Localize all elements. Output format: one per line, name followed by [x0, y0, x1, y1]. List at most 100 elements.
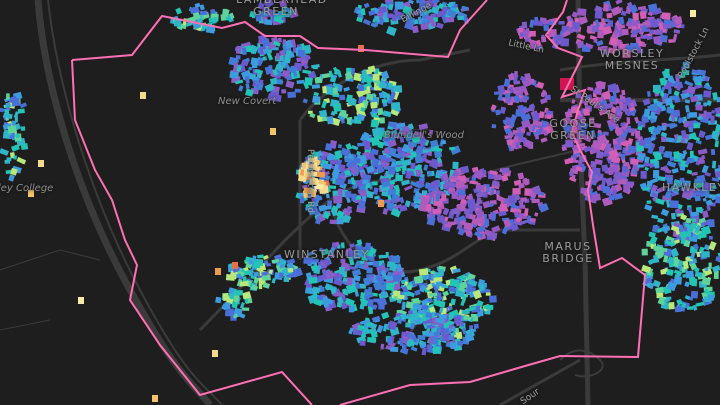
- building: [372, 315, 381, 323]
- building: [379, 82, 387, 89]
- building: [242, 291, 252, 300]
- building: [393, 194, 400, 199]
- building: [694, 178, 703, 184]
- building: [692, 304, 698, 311]
- building: [381, 180, 391, 188]
- building: [504, 92, 511, 99]
- building: [690, 211, 700, 217]
- building: [328, 70, 334, 78]
- building: [575, 93, 582, 99]
- building: [693, 190, 703, 196]
- building: [311, 205, 320, 215]
- building: [383, 147, 390, 155]
- building: [438, 314, 447, 320]
- building: [388, 3, 394, 11]
- building: [303, 171, 311, 178]
- building: [426, 216, 436, 226]
- building: [392, 273, 402, 283]
- building: [448, 286, 457, 293]
- building: [432, 0, 440, 5]
- place-label-worsley-mesnes: WORSLEY MESNES: [599, 47, 665, 72]
- building: [649, 18, 658, 28]
- building: [460, 321, 465, 327]
- building: [388, 166, 396, 175]
- building: [682, 260, 689, 270]
- building: [362, 139, 371, 146]
- ward-boundary: [71, 59, 313, 405]
- building: [379, 117, 385, 124]
- building: [526, 131, 531, 137]
- building: [401, 143, 412, 154]
- building: [562, 30, 571, 38]
- building: [345, 250, 352, 257]
- building: [632, 12, 639, 21]
- building: [646, 267, 654, 276]
- building: [514, 136, 519, 143]
- building: [373, 281, 382, 291]
- building: [491, 180, 500, 187]
- building: [601, 198, 608, 205]
- building: [322, 258, 332, 266]
- building: [532, 185, 542, 196]
- building: [711, 160, 717, 169]
- building: [318, 247, 326, 253]
- building: [695, 139, 702, 145]
- building: [381, 99, 389, 103]
- building: [681, 69, 690, 76]
- building: [262, 282, 271, 289]
- building: [499, 106, 507, 115]
- building: [428, 151, 433, 156]
- building: [698, 217, 706, 224]
- building: [241, 270, 251, 276]
- building: [312, 151, 319, 157]
- building: [345, 142, 353, 151]
- building: [326, 270, 334, 279]
- building: [644, 204, 653, 212]
- building: [457, 223, 463, 228]
- building: [434, 150, 443, 158]
- building: [349, 243, 355, 248]
- building: [694, 267, 700, 273]
- building: [450, 331, 457, 337]
- building: [583, 108, 590, 116]
- building: [316, 294, 324, 301]
- building: [586, 25, 594, 33]
- building: [370, 101, 378, 109]
- building: [575, 114, 586, 122]
- building: [277, 37, 282, 43]
- building: [332, 66, 339, 75]
- building: [445, 16, 455, 23]
- building: [444, 224, 451, 228]
- building: [443, 322, 450, 329]
- building: [323, 205, 332, 210]
- building: [273, 40, 281, 47]
- building: [713, 270, 719, 280]
- building: [581, 165, 587, 172]
- building: [673, 134, 680, 140]
- building: [420, 196, 430, 205]
- building: [263, 0, 274, 8]
- building: [641, 24, 647, 32]
- building: [388, 282, 395, 290]
- building: [309, 112, 316, 119]
- building: [332, 87, 338, 95]
- building: [232, 294, 240, 303]
- building: [336, 302, 343, 308]
- building: [476, 217, 486, 225]
- building: [715, 256, 720, 263]
- building: [465, 210, 470, 219]
- building: [641, 116, 648, 122]
- building: [378, 200, 384, 207]
- building: [703, 244, 711, 251]
- building: [653, 160, 659, 167]
- building: [340, 147, 351, 157]
- building: [513, 211, 519, 216]
- building: [625, 21, 634, 28]
- building: [417, 309, 427, 315]
- building: [620, 153, 626, 160]
- road: [34, 0, 213, 405]
- building: [350, 119, 355, 124]
- building: [388, 82, 394, 89]
- building: [677, 224, 686, 234]
